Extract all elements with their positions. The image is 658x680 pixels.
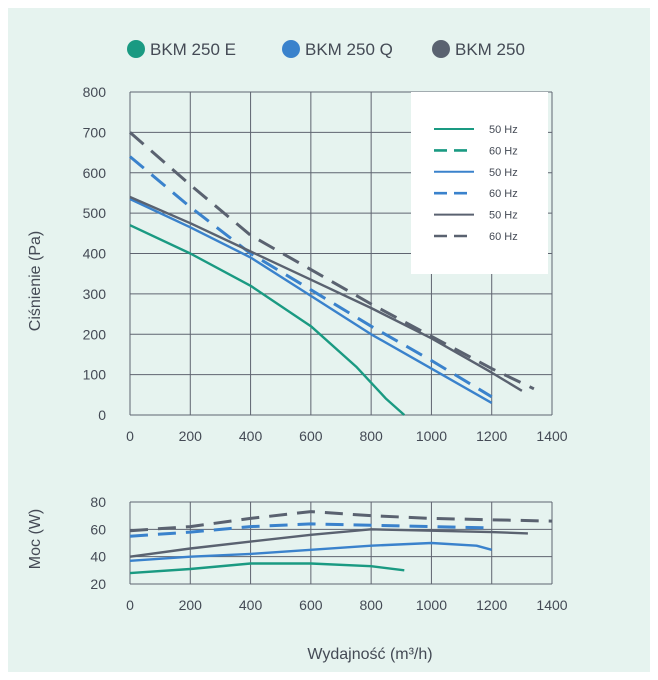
model-legend: BKM 250 E BKM 250 Q BKM 250 — [127, 40, 525, 59]
power-x-tick-2: 400 — [239, 597, 263, 613]
power-series-bkm-250-q-solid — [129, 541, 493, 562]
pressure-y-tick-6: 600 — [83, 165, 107, 181]
power-series-bkm-250-q-dashed — [129, 522, 492, 538]
pressure-x-tick-7: 1400 — [536, 428, 567, 444]
power-series-bkm-250-solid — [129, 528, 528, 558]
pressure-x-tick-1: 200 — [179, 428, 203, 444]
power-x-tick-5: 1000 — [416, 597, 447, 613]
pressure-x-tick-0: 0 — [126, 428, 134, 444]
series-legend-label-5: 60 Hz — [489, 231, 518, 243]
pressure-y-ticks: 0 100 200 300 400 500 600 700 800 — [83, 84, 107, 423]
pressure-x-ticks: 0 200 400 600 800 1000 1200 1400 — [126, 428, 568, 444]
pressure-y-tick-7: 700 — [83, 124, 107, 140]
pressure-y-tick-3: 300 — [83, 286, 107, 302]
power-y-axis-label: Moc (W) — [27, 509, 44, 569]
power-x-tick-3: 600 — [299, 597, 323, 613]
power-series-bkm-250-e-solid — [129, 562, 405, 575]
pressure-x-tick-5: 1000 — [416, 428, 447, 444]
model-legend-item-e: BKM 250 E — [127, 40, 236, 59]
series-legend-label-0: 50 Hz — [489, 124, 518, 136]
pressure-series-bkm-250-q-dashed — [129, 155, 493, 399]
series-legend-label-4: 50 Hz — [489, 210, 518, 222]
model-legend-item-q: BKM 250 Q — [282, 40, 393, 59]
power-x-tick-1: 200 — [179, 597, 203, 613]
pressure-y-tick-8: 800 — [83, 84, 107, 100]
power-x-tick-7: 1400 — [536, 597, 567, 613]
series-legend-label-1: 60 Hz — [489, 145, 518, 157]
series-legend-box — [411, 92, 548, 274]
pressure-y-tick-1: 100 — [83, 367, 107, 383]
model-marker-q — [282, 40, 300, 58]
pressure-y-tick-4: 400 — [83, 246, 107, 262]
series-legend-label-3: 60 Hz — [489, 188, 518, 200]
power-y-tick-1: 40 — [90, 549, 106, 565]
pressure-x-tick-4: 800 — [359, 428, 383, 444]
pressure-y-tick-5: 500 — [83, 205, 107, 221]
power-x-ticks: 0 200 400 600 800 1000 1200 1400 — [126, 597, 568, 613]
power-y-tick-2: 60 — [90, 521, 106, 537]
power-x-tick-4: 800 — [359, 597, 383, 613]
power-y-tick-0: 20 — [90, 576, 106, 592]
power-x-tick-6: 1200 — [476, 597, 507, 613]
x-axis-label: Wydajność (m³/h) — [307, 646, 432, 663]
model-label-base: BKM 250 — [455, 40, 525, 59]
model-label-q: BKM 250 Q — [305, 40, 393, 59]
power-x-tick-0: 0 — [126, 597, 134, 613]
pressure-x-tick-2: 400 — [239, 428, 263, 444]
pressure-x-tick-6: 1200 — [476, 428, 507, 444]
power-series — [129, 510, 553, 575]
pressure-x-tick-3: 600 — [299, 428, 323, 444]
pressure-series-bkm-250-dashed — [129, 131, 535, 391]
model-marker-base — [432, 40, 450, 58]
pressure-series-bkm-250-e-solid — [129, 224, 406, 416]
model-marker-e — [127, 40, 145, 58]
pressure-y-axis-label: Ciśnienie (Pa) — [27, 231, 44, 331]
pressure-series — [129, 131, 535, 416]
series-legend: 50 Hz 60 Hz 50 Hz 60 Hz 50 Hz 60 Hz — [411, 92, 548, 274]
model-legend-item-base: BKM 250 — [432, 40, 525, 59]
model-label-e: BKM 250 E — [150, 40, 236, 59]
pressure-y-tick-0: 0 — [98, 407, 106, 423]
power-y-tick-3: 80 — [90, 494, 106, 510]
series-legend-label-2: 50 Hz — [489, 167, 518, 179]
power-series-bkm-250-dashed — [129, 510, 553, 533]
pressure-y-tick-2: 200 — [83, 326, 107, 342]
pressure-series-bkm-250-solid — [129, 195, 523, 392]
pressure-series-bkm-250-q-solid — [129, 197, 493, 404]
power-y-ticks: 20 40 60 80 — [90, 494, 106, 592]
